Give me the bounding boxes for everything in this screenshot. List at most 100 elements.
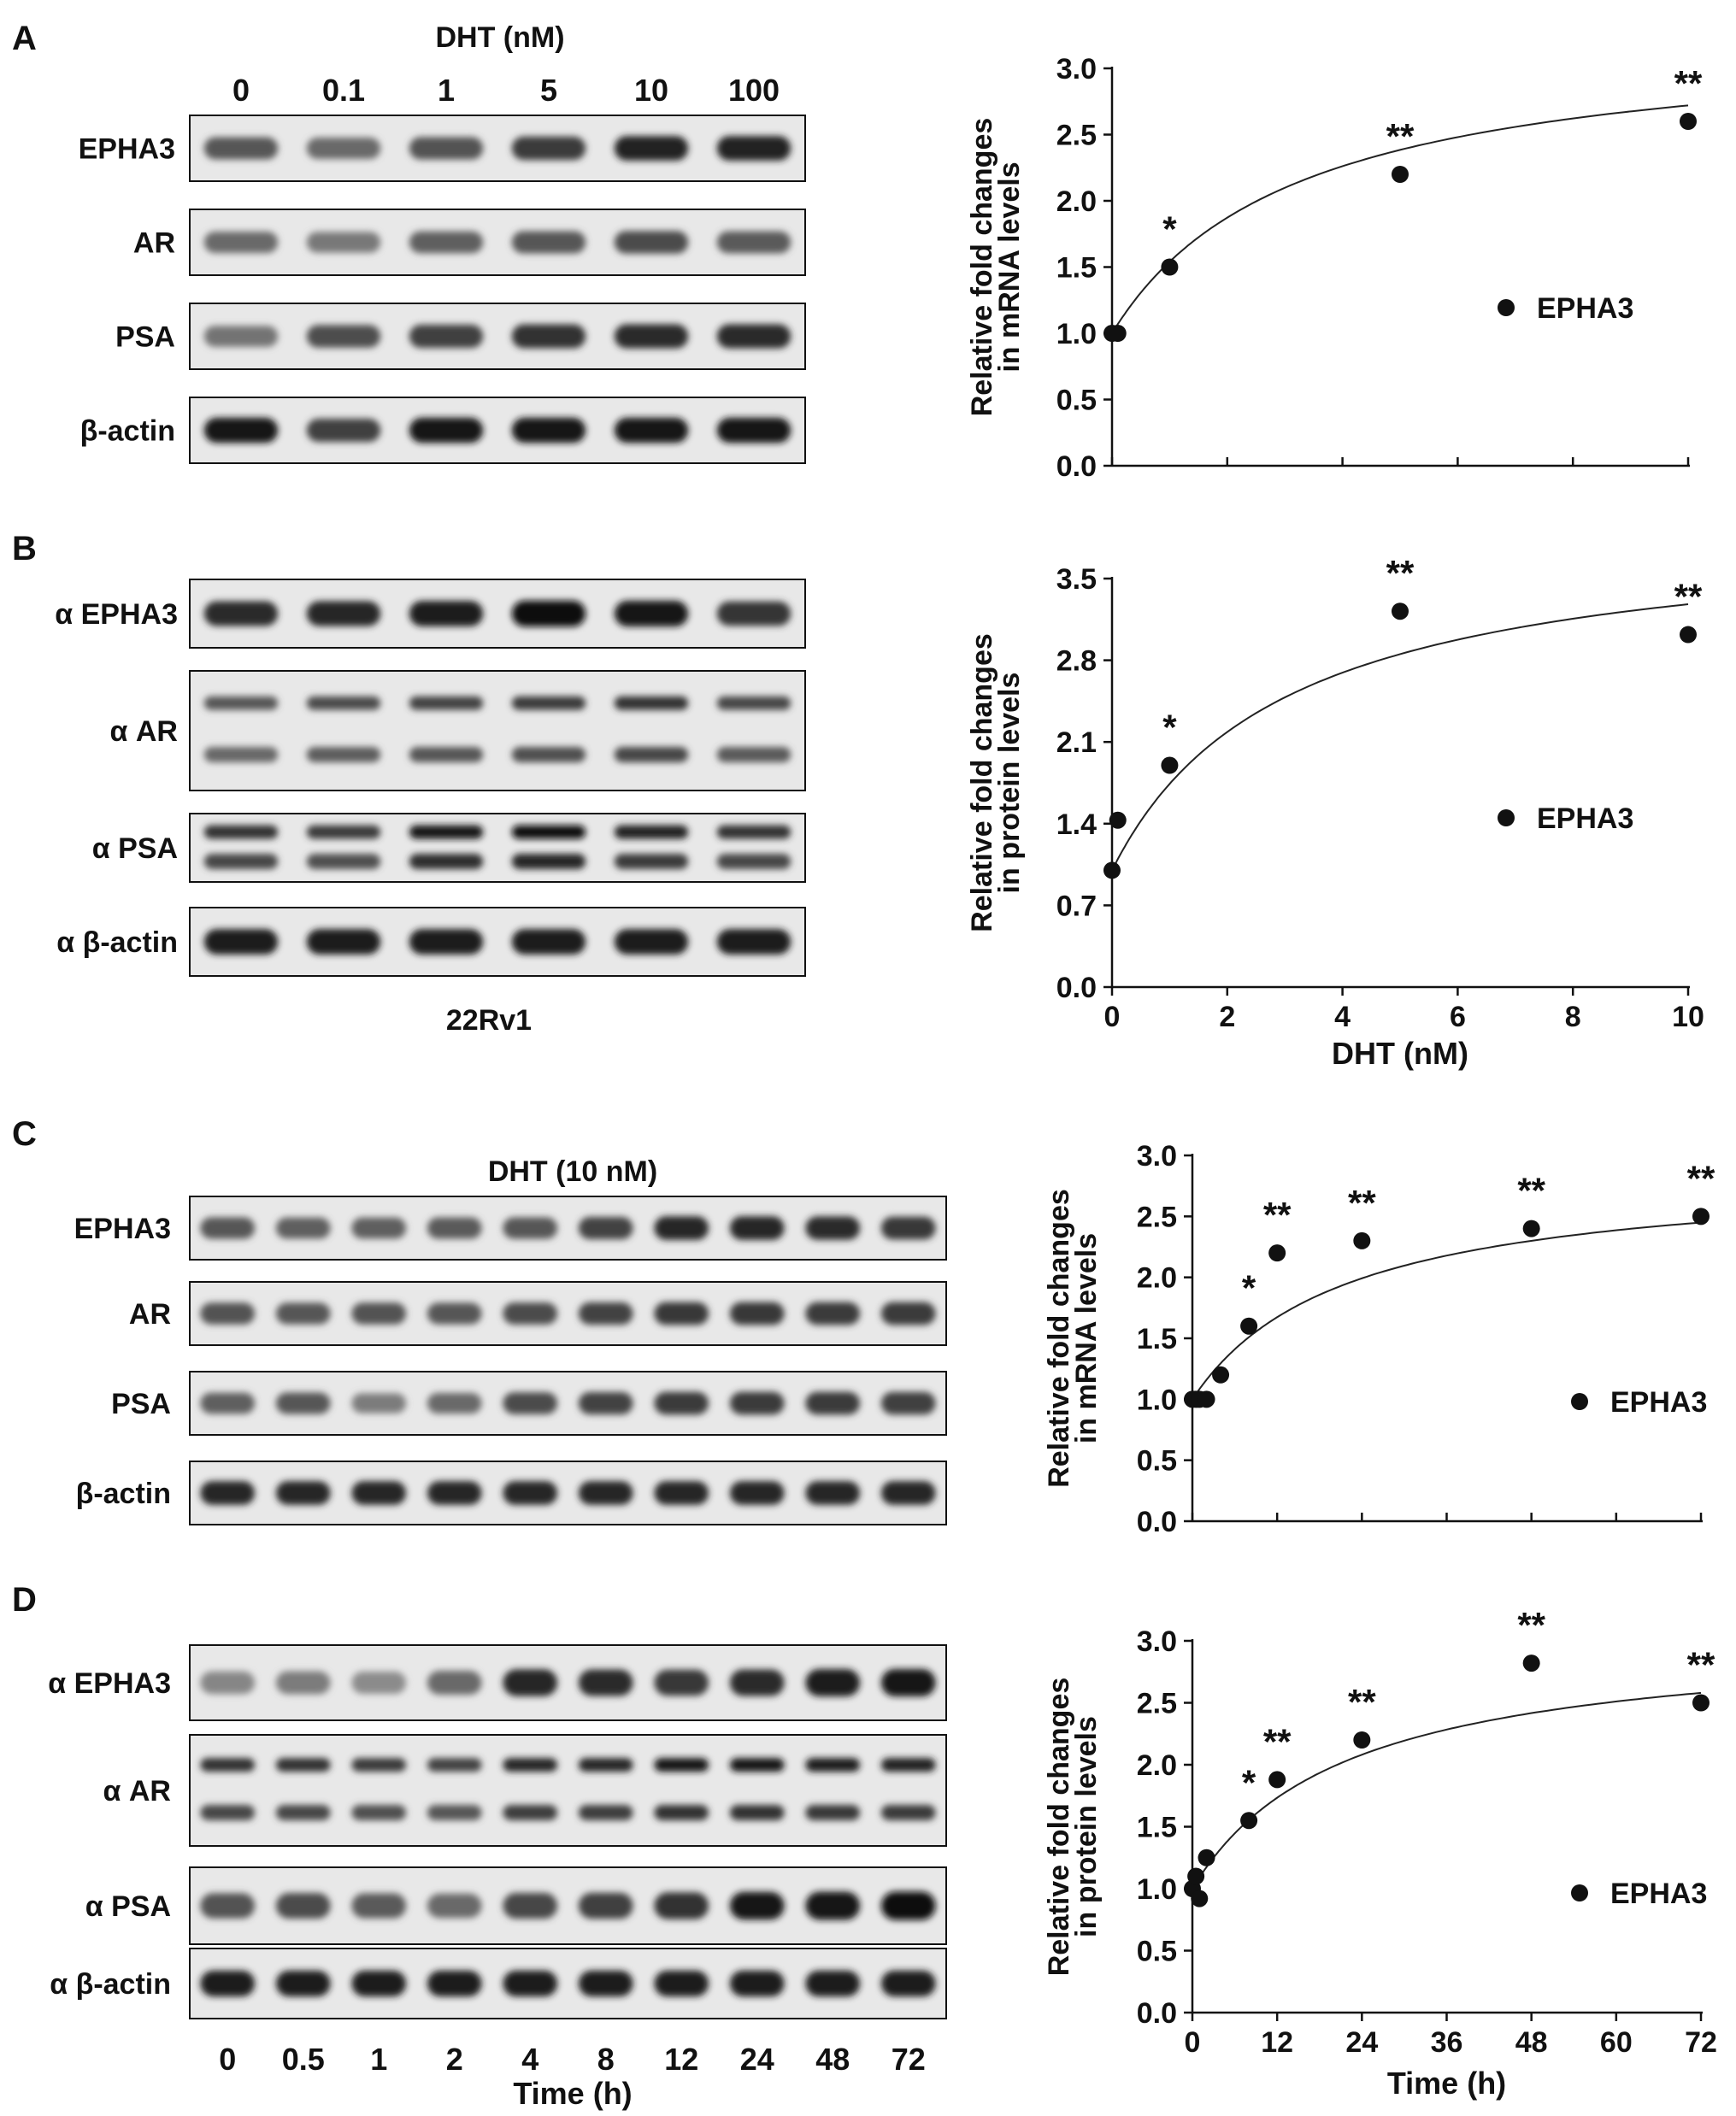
blot-band [614,600,689,627]
blot-band [427,1893,482,1919]
x-tick-label: 72 [1685,2026,1717,2059]
blot-band [729,1970,785,1997]
blot-band-lower [614,854,689,869]
blot-membrane [189,907,806,977]
y-axis-title-line2: in protein levels [1070,1716,1103,1937]
significance-mark: ** [1674,63,1703,103]
blot-band-lower [306,854,381,869]
data-point [1109,811,1127,829]
blot-band-lower [203,854,279,869]
data-point [1161,756,1179,774]
data-point [1187,1867,1205,1885]
blot-lane-label: 8 [597,2042,615,2077]
blot-band [275,1302,331,1325]
significance-mark: * [1162,209,1177,250]
blot-b-cell-line: 22Rv1 [446,1004,532,1037]
data-point [1353,1731,1371,1749]
fit-curve [1111,104,1689,334]
blot-band-upper [203,825,279,839]
blot-row-label: PSA [115,321,175,354]
significance-mark: * [1242,1762,1256,1802]
y-tick-label: 1.0 [1137,1384,1177,1416]
blot-band-upper [654,1758,709,1772]
blot-row-psa: PSA [111,1371,947,1436]
blot-band-lower [503,1805,558,1820]
y-tick-label: 2.1 [1056,726,1097,759]
chart-d-protein-time: 0.0 0.5 1.0 1.5 2.0 2.5 3.0 0 12 24 36 48 60 72 Relati… [1043,1605,1717,2101]
y-axis-title-line1: Relative fold changes [966,633,998,932]
blot-band-lower [716,747,791,762]
blot-band [654,1391,709,1415]
blot-band [880,1216,936,1240]
blot-c: EPHA3 AR PSA β-actin [74,1196,947,1525]
blot-band [716,231,791,254]
blot-band [578,1481,633,1505]
blot-band [805,1891,861,1920]
data-point [1191,1890,1209,1907]
blot-band [614,417,689,444]
blot-row-label: α AR [110,715,178,748]
significance-mark: ** [1348,1682,1376,1722]
blot-band-upper [578,1758,633,1772]
y-tick-label: 2.5 [1137,1201,1177,1233]
y-axis-title-line1: Relative fold changes [1043,1189,1075,1488]
y-tick-label: 1.5 [1137,1323,1177,1355]
blot-band [306,137,381,160]
y-tick-label: 2.5 [1137,1688,1177,1720]
blot-band [654,1970,709,1997]
blot-band [203,137,279,160]
x-tick-label: 6 [1450,1001,1466,1033]
x-tick-label: 24 [1345,2026,1378,2059]
blot-row-label: PSA [111,1388,171,1420]
blot-band-upper [614,696,689,710]
data-point [1240,1317,1258,1335]
blot-band [427,1481,482,1505]
y-tick-label: 0.0 [1137,1506,1177,1538]
blot-band-lower [511,854,586,869]
blot-band [880,1481,936,1505]
blot-band [503,1392,558,1414]
blot-lane-label: 4 [521,2042,538,2077]
blot-band-lower [351,1805,407,1820]
y-tick-label: 0.5 [1137,1445,1177,1478]
blot-band [805,1302,861,1325]
blot-band [409,929,484,955]
significance-mark: ** [1687,1158,1715,1198]
x-tick-label: 8 [1565,1001,1581,1033]
blot-band [203,601,279,626]
blot-band [511,929,586,955]
data-point [1692,1694,1710,1712]
blot-row-label: AR [133,227,175,260]
blot-band [306,418,381,443]
blot-band-upper [805,1758,861,1772]
blot-band-lower [805,1805,861,1820]
blot-band [654,1216,709,1240]
blot-band [880,1668,936,1697]
blot-band-lower [203,747,279,762]
legend-label: EPHA3 [1537,292,1633,325]
blot-b: α EPHA3 α AR α PSA α β-actin [55,579,806,977]
blot-band [880,1891,936,1920]
blot-band [654,1302,709,1325]
blot-row-label: EPHA3 [79,133,175,166]
x-tick-label: 10 [1672,1001,1704,1033]
y-tick-label: 0.0 [1137,1997,1177,2030]
blot-band [203,326,279,347]
y-tick-label: 3.0 [1137,1140,1177,1173]
blot-c-header-title: DHT (10 nM) [488,1155,657,1188]
blot-row-label: α β-actin [50,1968,171,2001]
blot-band [200,1893,256,1919]
blot-row-label: AR [129,1298,171,1331]
blot-band [351,1393,407,1414]
blot-band [511,136,586,161]
blot-row-ar: α AR [110,670,806,791]
blot-row-label: α β-actin [56,926,178,959]
blot-lane-label: 10 [634,73,668,108]
blot-band-lower [511,747,586,762]
blot-band [805,1391,861,1415]
blot-lane-label: 0.5 [282,2042,325,2077]
x-axis-title: DHT (nM) [1332,1036,1468,1071]
data-point [1692,1208,1710,1226]
blot-band [275,1392,331,1414]
